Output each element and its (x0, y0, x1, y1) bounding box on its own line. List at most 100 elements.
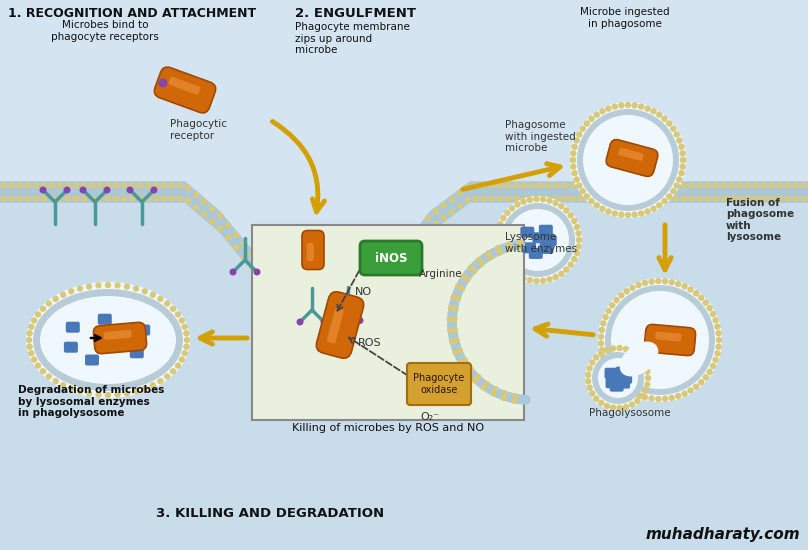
Text: 1. RECOGNITION AND ATTACHMENT: 1. RECOGNITION AND ATTACHMENT (8, 7, 256, 20)
Circle shape (553, 274, 559, 280)
Circle shape (448, 196, 455, 202)
Circle shape (48, 195, 55, 202)
Ellipse shape (620, 342, 659, 376)
Circle shape (175, 362, 181, 368)
Circle shape (137, 182, 143, 189)
Circle shape (553, 200, 559, 206)
Circle shape (401, 247, 407, 254)
Circle shape (561, 195, 567, 202)
Circle shape (688, 287, 693, 293)
FancyBboxPatch shape (94, 322, 146, 354)
Circle shape (583, 120, 590, 127)
Circle shape (629, 348, 635, 355)
Circle shape (333, 317, 339, 324)
Circle shape (610, 404, 617, 411)
Circle shape (40, 182, 47, 189)
Circle shape (329, 292, 335, 299)
Circle shape (608, 195, 615, 202)
Circle shape (113, 182, 120, 189)
Circle shape (702, 299, 709, 306)
Circle shape (571, 144, 578, 150)
Circle shape (48, 182, 55, 189)
Circle shape (537, 195, 543, 202)
Circle shape (500, 395, 507, 401)
Circle shape (57, 182, 63, 189)
Circle shape (86, 390, 92, 397)
Circle shape (288, 283, 295, 290)
Circle shape (649, 195, 655, 202)
Circle shape (603, 314, 609, 320)
Circle shape (509, 205, 516, 211)
Circle shape (385, 268, 391, 274)
Circle shape (468, 265, 473, 271)
Circle shape (454, 338, 460, 343)
Circle shape (661, 198, 667, 205)
Circle shape (570, 150, 577, 157)
Circle shape (521, 195, 527, 202)
Circle shape (681, 283, 688, 289)
Circle shape (506, 241, 511, 248)
Circle shape (40, 195, 47, 202)
Circle shape (265, 270, 271, 276)
Circle shape (489, 195, 495, 202)
Circle shape (656, 202, 663, 208)
FancyBboxPatch shape (65, 322, 80, 333)
Circle shape (605, 285, 715, 395)
Circle shape (79, 186, 86, 194)
FancyBboxPatch shape (307, 243, 314, 261)
Circle shape (313, 292, 319, 299)
Circle shape (601, 182, 607, 189)
Circle shape (507, 246, 513, 252)
Circle shape (97, 182, 103, 189)
FancyBboxPatch shape (540, 243, 553, 254)
Circle shape (208, 206, 215, 212)
Circle shape (593, 182, 600, 189)
Circle shape (570, 102, 686, 218)
Circle shape (473, 195, 479, 202)
Circle shape (73, 182, 79, 189)
Circle shape (124, 283, 130, 290)
Circle shape (133, 285, 139, 292)
Circle shape (497, 253, 503, 259)
Circle shape (179, 356, 185, 362)
Circle shape (598, 350, 604, 356)
Circle shape (776, 182, 783, 189)
Circle shape (612, 103, 618, 110)
Circle shape (497, 195, 503, 202)
Circle shape (610, 345, 617, 351)
Circle shape (716, 337, 722, 343)
Circle shape (457, 203, 463, 209)
Circle shape (60, 292, 66, 298)
Circle shape (528, 195, 535, 202)
Circle shape (598, 358, 638, 398)
Circle shape (600, 206, 606, 212)
Circle shape (377, 275, 383, 281)
Circle shape (297, 287, 303, 294)
Circle shape (114, 282, 120, 289)
Circle shape (425, 228, 431, 234)
Circle shape (345, 304, 351, 310)
Circle shape (574, 224, 580, 230)
Text: 3. KILLING AND DEGRADATION: 3. KILLING AND DEGRADATION (156, 507, 384, 520)
Circle shape (589, 359, 595, 366)
Circle shape (208, 218, 215, 225)
Circle shape (558, 203, 565, 210)
FancyBboxPatch shape (522, 243, 536, 254)
Circle shape (241, 254, 247, 261)
Circle shape (533, 196, 540, 202)
Circle shape (488, 255, 494, 261)
Circle shape (507, 209, 569, 271)
Circle shape (65, 195, 71, 202)
Circle shape (618, 381, 625, 388)
Circle shape (28, 323, 35, 330)
Circle shape (494, 234, 500, 240)
Circle shape (642, 394, 648, 400)
FancyBboxPatch shape (606, 140, 658, 177)
Circle shape (585, 372, 591, 378)
Circle shape (465, 197, 471, 203)
Circle shape (481, 182, 487, 189)
Text: Phagocytic
receptor: Phagocytic receptor (170, 119, 227, 141)
Circle shape (497, 250, 503, 256)
Circle shape (60, 382, 66, 388)
Circle shape (368, 279, 375, 285)
